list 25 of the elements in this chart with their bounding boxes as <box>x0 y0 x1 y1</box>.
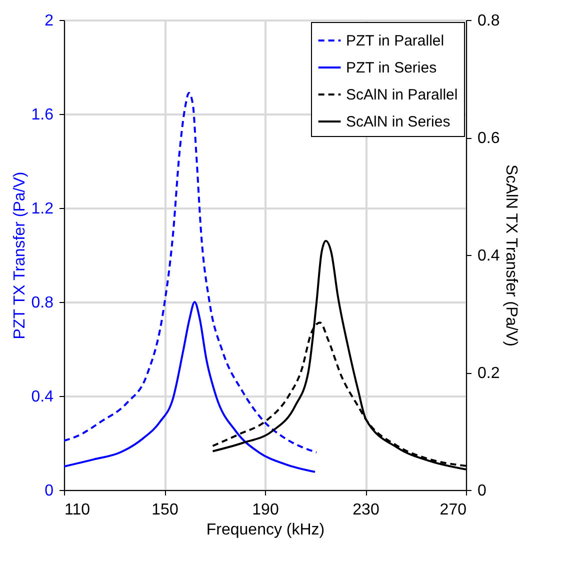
legend-label: PZT in Parallel <box>346 32 444 50</box>
y2-axis-title: ScAlN TX Transfer (Pa/V) <box>502 164 520 346</box>
line-series <box>64 301 316 473</box>
legend-label: ScAlN in Parallel <box>346 86 458 104</box>
y-tick-label: 2 <box>44 12 54 30</box>
y-axis-title: PZT TX Transfer (Pa/V) <box>11 172 28 340</box>
y-tick-label: 0 <box>44 482 54 500</box>
y2-tick-label: 0.2 <box>478 365 500 382</box>
x-tick-label: 110 <box>64 502 90 518</box>
x-tick-label: 190 <box>252 502 279 518</box>
legend-label: ScAlN in Series <box>346 114 450 130</box>
x-tick-label: 270 <box>440 502 467 518</box>
y-tick-label: 0.4 <box>31 388 54 406</box>
y2-tick-label: 0.4 <box>478 248 500 264</box>
y2-tick-label: 0 <box>478 482 486 500</box>
legend-label: PZT in Series <box>346 60 437 76</box>
y2-tick-label: 0.6 <box>478 130 500 147</box>
x-tick-label: 150 <box>152 502 178 518</box>
y-tick-label: 0.8 <box>31 294 54 312</box>
y-tick-label: 1.2 <box>31 200 54 218</box>
x-tick-label: 230 <box>352 502 380 518</box>
y2-tick-label: 0.8 <box>478 12 500 30</box>
y-tick-label: 1.6 <box>31 106 54 124</box>
x-axis-title: Frequency (kHz) <box>206 522 325 538</box>
line-series <box>64 92 318 454</box>
